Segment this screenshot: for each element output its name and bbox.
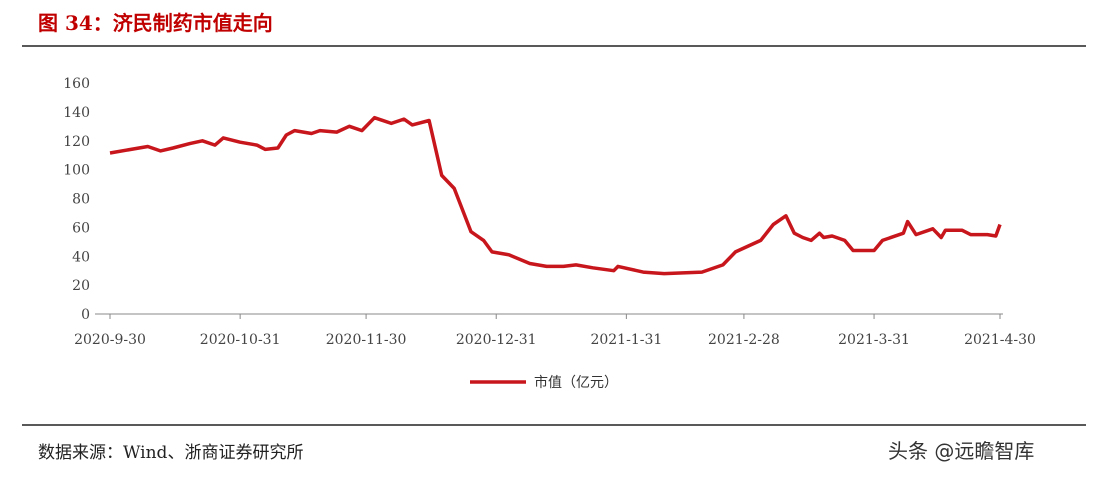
x-tick-label: 2020-11-30 <box>326 332 407 348</box>
y-tick-label: 60 <box>72 220 90 236</box>
x-tick-label: 2021-4-30 <box>964 332 1036 348</box>
y-tick-label: 0 <box>81 307 90 323</box>
y-tick-label: 160 <box>63 76 90 92</box>
x-tick-label: 2021-1-31 <box>590 332 662 348</box>
y-tick-label: 120 <box>63 134 90 150</box>
y-tick-label: 40 <box>72 249 90 265</box>
x-tick-label: 2021-2-28 <box>708 332 780 348</box>
x-tick-label: 2020-10-31 <box>200 332 281 348</box>
data-line <box>109 115 1002 276</box>
y-tick-label: 20 <box>72 278 90 294</box>
legend-label: 市值（亿元） <box>534 374 618 391</box>
y-tick-label: 140 <box>63 105 90 121</box>
chart-title: 图 34：济民制药市值走向 <box>38 11 273 35</box>
x-tick-label: 2021-3-31 <box>838 332 910 348</box>
x-tick-label: 2020-9-30 <box>74 332 146 348</box>
y-tick-label: 80 <box>72 192 90 208</box>
y-tick-label: 100 <box>63 163 90 179</box>
x-tick-label: 2020-12-31 <box>456 332 537 348</box>
watermark: 头条 @远瞻智库 <box>888 439 1034 463</box>
source-note: 数据来源：Wind、浙商证券研究所 <box>38 443 303 463</box>
